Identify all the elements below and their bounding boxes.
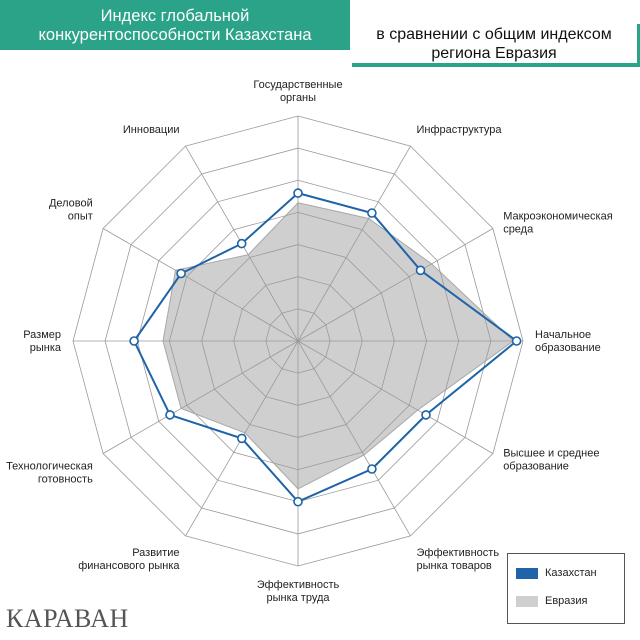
chart-subtitle-box: в сравнении с общим индексом региона Евр… [351,23,637,63]
axis-label: Развитие финансового рынка [78,547,180,572]
series-kazakhstan-point [176,268,186,279]
grid-spoke [102,340,299,454]
axis-label-line: Государственные [253,79,342,91]
axis-label-line: Эффективность [257,579,340,591]
grid-spoke [297,145,411,342]
title-line-1: Индекс глобальной [100,7,250,25]
legend: Казахстан Евразия [507,553,625,624]
subtitle-line-1: в сравнении с общим индексом [376,26,612,43]
title-line-2: конкурентоспособности Казахстана [38,26,312,44]
axis-label-line: Деловой [49,198,93,210]
axis-label-line: опыт [68,211,93,223]
axis-label-line: Инфраструктура [417,124,503,136]
axis-label: Макроэкономическая среда [503,211,613,236]
series-eurasia-area [162,202,515,490]
axis-label-line: готовность [38,474,93,486]
series-kazakhstan-point [293,188,303,198]
grid-spoke [102,228,299,342]
axis-label: Эффективность рынка труда [257,579,340,604]
axis-label-line: финансового рынка [78,560,180,572]
series-kazakhstan-point [511,336,522,346]
axis-label-line: Макроэкономическая [503,211,613,223]
grid-spoke [297,340,411,537]
axis-label-line: Эффективность [417,547,500,559]
series-kazakhstan-point [237,433,247,444]
legend-label-kazakhstan: Казахстан [545,567,597,579]
chart-title-banner: Индекс глобальной конкурентоспособности … [0,0,350,50]
karavan-logo: КАРАВАН [6,604,129,633]
grid-spoke [297,340,494,454]
axis-label-line: образование [535,342,601,354]
legend-label-eurasia: Евразия [545,595,588,607]
series-kazakhstan-point [293,496,303,507]
axis-label-line: Технологическая [6,461,93,473]
axis-label-line: рынка [30,342,62,354]
axis-label-line: Размер [23,329,61,341]
axis-label-line: Начальное [535,329,591,341]
legend-swatch-kazakhstan [516,567,538,579]
series-kazakhstan-point [421,410,431,420]
axis-label-line: рынка товаров [417,560,492,572]
axis-label-line: образование [503,461,569,473]
series-kazakhstan-point [367,464,377,474]
axis-label: Начальное образование [535,329,601,354]
subtitle-line-2: региона Евразия [431,45,557,62]
axis-label-line: Инновации [123,124,180,136]
series-kazakhstan-point [415,265,426,276]
series-kazakhstan-point [129,336,139,346]
axis-label: Размер рынка [23,329,62,354]
series-kazakhstan-point [367,208,377,218]
legend-swatch-eurasia [516,595,538,607]
axis-label: Высшее и среднее образование [503,448,599,473]
grid-spoke [297,228,494,342]
axis-label-line: среда [503,224,534,236]
axis-label: Государственные органы [253,79,342,104]
axis-label: Инновации [123,124,180,136]
legend-item-kazakhstan: Казахстан [516,567,597,579]
axis-label-line: рынка труда [266,592,330,604]
axis-label-line: Развитие [132,547,179,559]
series-kazakhstan-point [236,238,247,249]
legend-item-eurasia: Евразия [516,595,587,607]
axis-label: Технологическая готовность [6,461,93,486]
series-kazakhstan-point [165,410,175,420]
axis-label: Инфраструктура [417,124,503,136]
axis-label-line: Высшее и среднее [503,448,599,460]
axis-label-line: органы [280,92,316,104]
axis-label: Эффективность рынка товаров [417,547,500,572]
axis-label: Деловой опыт [49,198,93,223]
